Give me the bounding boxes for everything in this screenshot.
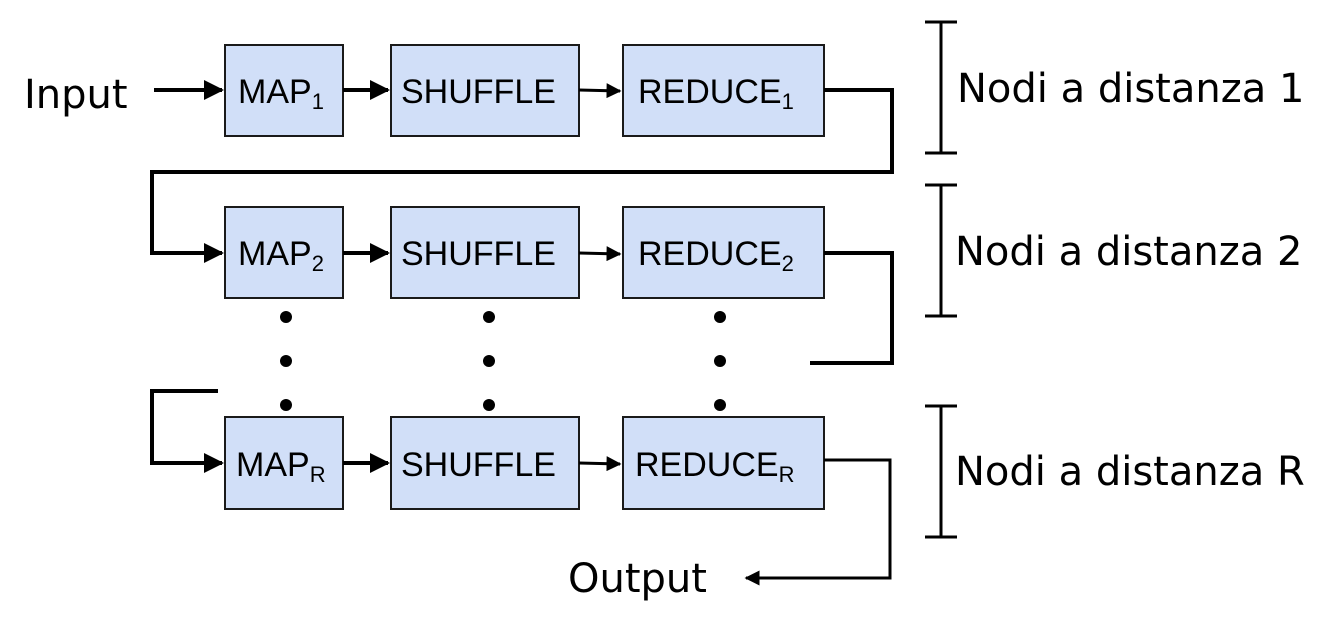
reduce-box-2 [622,206,825,299]
map-subscript-r: R [310,462,326,487]
map-box-2 [224,206,344,299]
row-r: MAPR SHUFFLE REDUCER [224,416,825,510]
row-2: MAP2 SHUFFLE REDUCE2 [224,206,825,299]
dot [280,399,292,411]
distance-bracket-2 [925,183,957,318]
map-subscript-1: 1 [312,89,324,114]
map-label-r: MAPR [236,446,326,487]
connector-into-row-r [150,389,224,473]
reduce-subscript-1: 1 [782,89,794,114]
distance-bracket-r [925,404,957,539]
dot [280,311,292,323]
shuffle-label-2: SHUFFLE [401,235,556,273]
shuffle-label-r: SHUFFLE [401,446,556,484]
ellipsis-dots [280,311,726,411]
shuffle-label-1: SHUFFLE [401,73,556,111]
reduce-subscript-2: 2 [782,251,794,276]
reduce-label-1: REDUCE1 [638,73,794,114]
dot [714,355,726,367]
map-label-2: MAP2 [238,235,324,276]
shuffle-box-1 [390,44,580,137]
shuffle-box-r [390,416,580,510]
distance-label-r: Nodi a distanza R [955,449,1305,495]
reduce-subscript-r: R [779,462,795,487]
output-arrow [744,458,892,586]
row-1: MAP1 SHUFFLE REDUCE1 [224,44,825,137]
dot [714,311,726,323]
map-label-1: MAP1 [238,73,324,114]
shuffle-box-2 [390,206,580,299]
output-label: Output [568,556,707,602]
dot [483,355,495,367]
arrow-shuffle-reduce-1 [578,83,622,99]
dot [714,399,726,411]
distance-label-2: Nodi a distanza 2 [955,229,1302,275]
dot [280,355,292,367]
arrow-shuffle-reduce-r [578,456,622,472]
connector-row1-row2 [150,88,894,263]
dot [483,399,495,411]
distance-label-1: Nodi a distanza 1 [957,66,1304,112]
connector-row2-out [810,251,894,365]
reduce-box-1 [622,44,825,137]
dot [483,311,495,323]
reduce-label-r: REDUCER [635,446,794,487]
reduce-box-r [622,416,825,510]
map-subscript-2: 2 [312,251,324,276]
reduce-label-2: REDUCE2 [638,235,794,276]
distance-bracket-1 [925,20,957,155]
arrow-shuffle-reduce-2 [578,246,622,262]
input-label: Input [24,72,128,118]
map-box-r [224,416,344,510]
